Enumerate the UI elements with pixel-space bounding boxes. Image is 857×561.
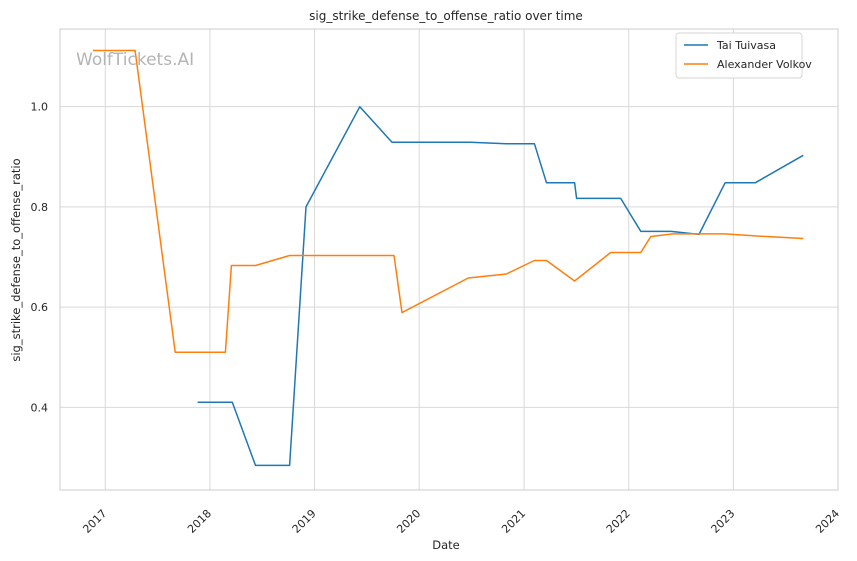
x-axis-title: Date xyxy=(432,538,460,552)
y-tick-label: 0.6 xyxy=(31,301,49,314)
legend-label-alexander-volkov: Alexander Volkov xyxy=(717,58,812,71)
y-axis-ticks: 0.4 0.6 0.8 1.0 xyxy=(31,101,49,415)
series-lines xyxy=(93,49,804,467)
y-tick-label: 0.4 xyxy=(31,401,49,414)
watermark: WolfTickets.AI xyxy=(76,50,194,70)
grid xyxy=(60,29,839,490)
y-axis-title: sig_strike_defense_to_offense_ratio xyxy=(9,158,23,361)
y-tick-label: 0.8 xyxy=(31,201,49,214)
legend: Tai Tuivasa Alexander Volkov xyxy=(675,32,812,79)
plot-area xyxy=(59,28,839,491)
legend-label-tai-tuivasa: Tai Tuivasa xyxy=(716,39,776,52)
y-tick-label: 1.0 xyxy=(31,101,49,114)
series-line-alexander-volkov xyxy=(93,49,804,353)
chart-title: sig_strike_defense_to_offense_ratio over… xyxy=(309,9,583,23)
